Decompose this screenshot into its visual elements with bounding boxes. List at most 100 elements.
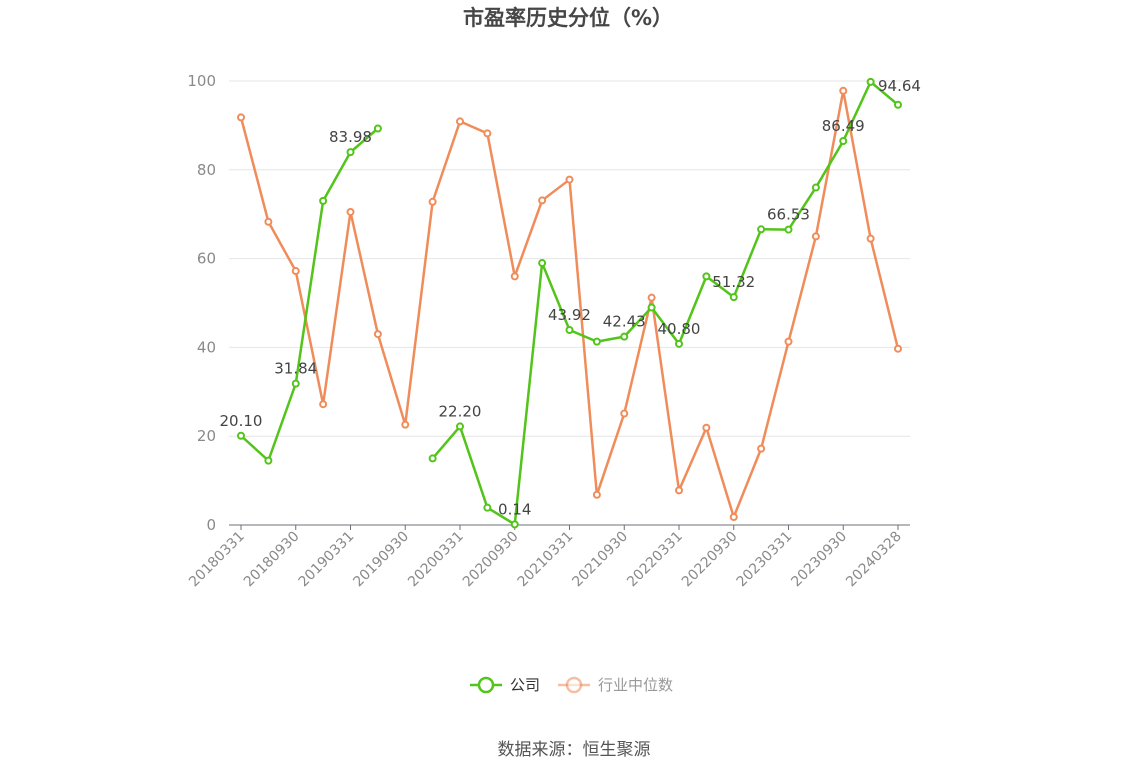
point-company-20211231 xyxy=(647,303,656,312)
point-industry-20181231 xyxy=(319,400,328,409)
point-industry-20180930 xyxy=(291,267,300,276)
point-industry-20240328 xyxy=(894,344,902,353)
point-company-20210331 xyxy=(565,325,574,334)
data-label-20230930: 86.49 xyxy=(822,117,865,135)
series-line-company-1 xyxy=(431,80,899,526)
x-tick-label-20180930: 20180930 xyxy=(241,529,303,591)
x-tick-label-20230930: 20230930 xyxy=(788,529,850,591)
x-axis: 2018033120180930201903312019093020200331… xyxy=(186,524,910,591)
data-label-20210331: 43.92 xyxy=(548,306,591,324)
point-industry-20210930 xyxy=(620,409,629,418)
x-tick-label-20240328: 20240328 xyxy=(843,529,905,591)
point-industry-20221231 xyxy=(757,444,766,453)
point-industry-20180630 xyxy=(264,217,273,226)
point-company-20220630 xyxy=(702,272,711,281)
point-company-20201231 xyxy=(538,259,547,268)
point-company-20220331 xyxy=(675,339,683,348)
point-industry-20191231 xyxy=(428,197,437,206)
data-label-20210930: 42.43 xyxy=(603,313,646,331)
point-company-20230630 xyxy=(811,183,820,192)
legend-item-industry[interactable]: 行业中位数 xyxy=(558,676,673,694)
point-industry-20180331 xyxy=(237,113,245,122)
y-tick-label-20: 20 xyxy=(197,427,216,445)
x-tick-label-20230331: 20230331 xyxy=(734,529,796,591)
point-company-20210630 xyxy=(592,337,601,346)
data-label-20230331: 66.53 xyxy=(767,206,810,224)
point-industry-20200331 xyxy=(456,117,464,126)
x-tick-label-20220930: 20220930 xyxy=(679,529,741,591)
y-tick-label-40: 40 xyxy=(197,338,216,356)
point-company-20200331 xyxy=(456,422,464,431)
point-company-20191231 xyxy=(428,454,437,463)
point-company-20180630 xyxy=(264,456,273,465)
point-industry-20230630 xyxy=(811,232,820,241)
data-label-20200331: 22.20 xyxy=(439,402,482,420)
x-tick-label-20220331: 20220331 xyxy=(624,529,686,591)
legend-marker-company xyxy=(477,676,495,694)
series-layer xyxy=(237,77,902,529)
point-company-20230930 xyxy=(839,136,848,145)
point-industry-20220331 xyxy=(675,486,683,495)
x-tick-label-20200930: 20200930 xyxy=(460,529,522,591)
grid-lines xyxy=(229,80,910,437)
data-label-20240328: 94.64 xyxy=(878,77,921,95)
legend-label-company: 公司 xyxy=(510,676,540,694)
point-company-20200930 xyxy=(510,520,519,529)
point-industry-20201231 xyxy=(538,196,547,205)
chart-title: 市盈率历史分位（%） xyxy=(463,6,673,30)
point-company-20240328 xyxy=(894,100,902,109)
data-label-20220331: 40.80 xyxy=(658,320,701,338)
legend-item-company[interactable]: 公司 xyxy=(470,676,540,694)
x-tick-label-20190930: 20190930 xyxy=(350,529,412,591)
legend[interactable]: 公司 行业中位数 xyxy=(470,676,673,694)
y-tick-label-0: 0 xyxy=(206,516,216,534)
point-company-20231231 xyxy=(866,77,875,86)
point-company-20230331 xyxy=(784,225,793,234)
point-company-20221231 xyxy=(757,225,766,234)
series-line-industry-0 xyxy=(239,89,900,519)
point-industry-20190930 xyxy=(401,420,410,429)
x-tick-label-20200331: 20200331 xyxy=(405,529,467,591)
x-tick-label-20190331: 20190331 xyxy=(296,529,358,591)
data-label-20180930: 31.84 xyxy=(274,360,317,378)
series-company xyxy=(237,77,902,529)
point-industry-20210630 xyxy=(592,490,601,499)
point-industry-20230331 xyxy=(784,337,793,346)
point-industry-20231231 xyxy=(866,234,875,243)
data-label-20190331: 83.98 xyxy=(329,128,372,146)
y-tick-label-80: 80 xyxy=(197,161,216,179)
point-company-20190331 xyxy=(346,148,355,157)
point-industry-20190331 xyxy=(346,207,355,216)
data-label-20180331: 20.10 xyxy=(220,412,263,430)
point-industry-20190630 xyxy=(373,330,382,339)
point-industry-20220930 xyxy=(729,513,738,522)
point-industry-20200630 xyxy=(483,129,492,138)
legend-marker-industry xyxy=(565,676,583,694)
point-industry-20200930 xyxy=(510,272,519,281)
data-source: 数据来源：恒生聚源 xyxy=(498,740,651,760)
point-company-20210930 xyxy=(620,332,629,341)
point-company-20220930 xyxy=(729,293,738,302)
x-tick-label-20210930: 20210930 xyxy=(569,529,631,591)
series-industry xyxy=(237,86,902,522)
point-company-20200630 xyxy=(483,503,492,512)
point-industry-20220630 xyxy=(702,423,711,432)
data-labels: 20.10 31.84 83.98 22.20 0.14 43.92 42.43 40.80 5… xyxy=(220,77,921,519)
point-company-20180930 xyxy=(291,379,300,388)
point-industry-20211231 xyxy=(647,293,656,302)
point-company-20181231 xyxy=(319,196,328,205)
x-tick-label-20210331: 20210331 xyxy=(515,529,577,591)
data-label-20220930: 51.32 xyxy=(712,273,755,291)
y-tick-label-60: 60 xyxy=(197,250,216,268)
legend-label-industry: 行业中位数 xyxy=(598,676,673,694)
point-industry-20230930 xyxy=(839,86,848,95)
y-axis-ticks: 0 20 40 60 80 100 xyxy=(187,72,216,534)
point-industry-20210331 xyxy=(565,175,574,184)
series-line-company-0 xyxy=(240,127,379,462)
y-tick-label-100: 100 xyxy=(187,72,216,90)
point-company-20180331 xyxy=(237,431,245,440)
x-tick-label-20180331: 20180331 xyxy=(186,529,248,591)
data-label-20200930: 0.14 xyxy=(498,500,531,518)
point-company-20190630 xyxy=(373,124,382,133)
